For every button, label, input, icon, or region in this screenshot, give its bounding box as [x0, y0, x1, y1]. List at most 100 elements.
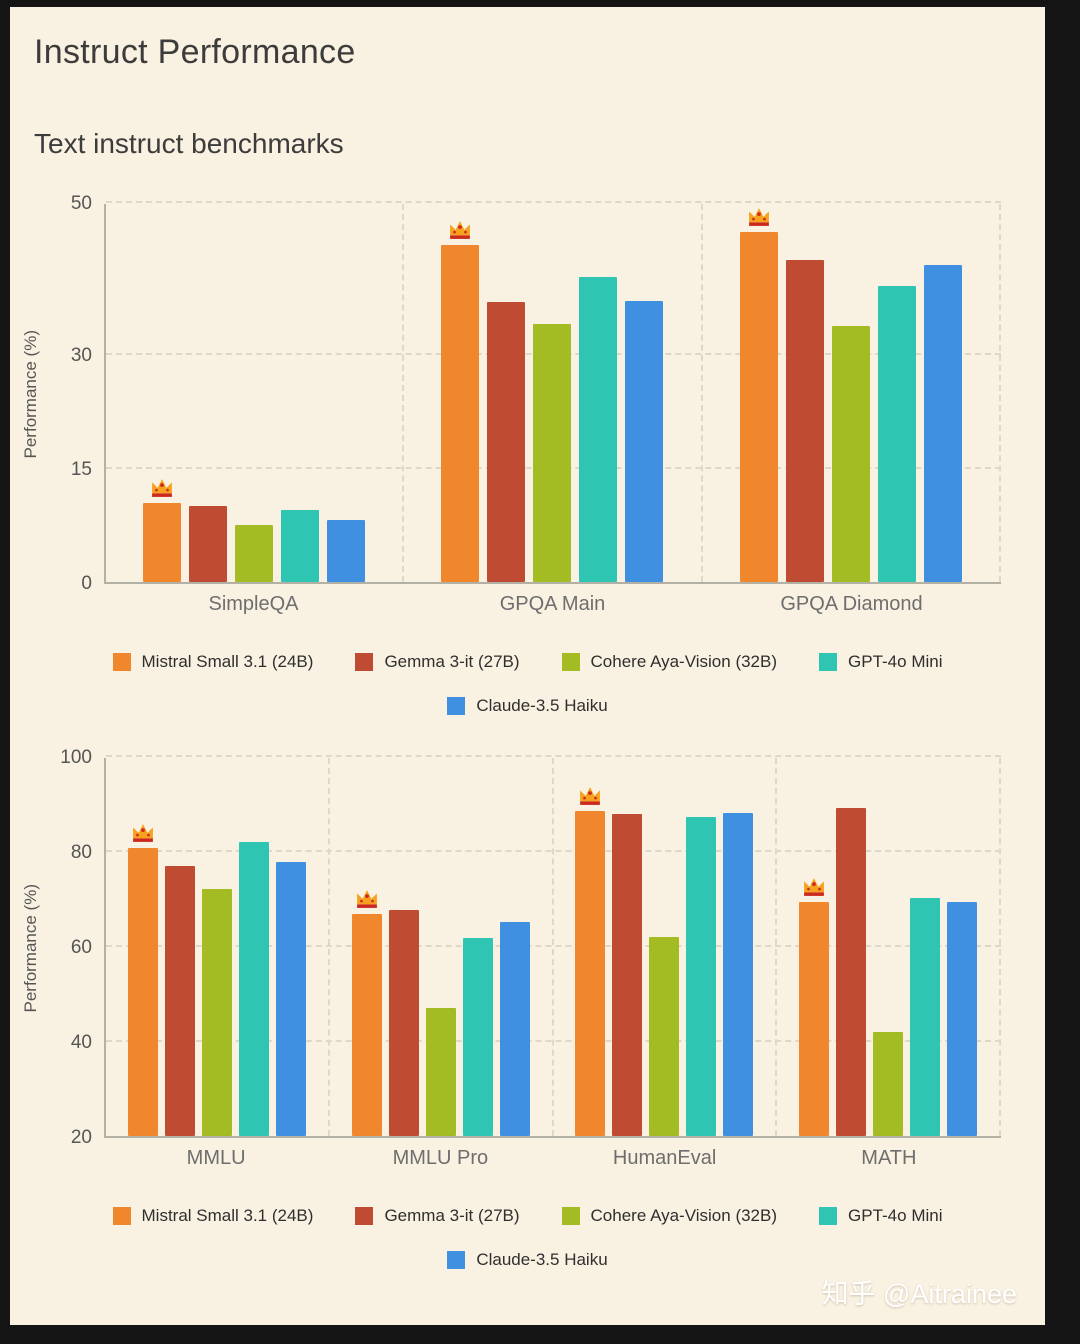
bar-group-math — [777, 758, 1001, 1136]
gridline — [106, 1040, 1001, 1042]
x-axis-label-math: MATH — [861, 1147, 917, 1169]
bar-humaneval-claude-3-5-haiku — [723, 812, 754, 1136]
page-subtitle: Text instruct benchmarks — [34, 128, 344, 159]
bar-mmlu-pro-cohere-aya-vision-32b — [425, 1007, 456, 1136]
bar-math-gpt-4o-mini — [910, 897, 941, 1136]
bar-gpqa-main-gemma-3-it-27b — [487, 302, 526, 582]
legend-label: Gemma 3-it (27B) — [384, 652, 520, 671]
legend-label: Mistral Small 3.1 (24B) — [141, 652, 314, 671]
gridline — [106, 850, 1001, 852]
legend-item-gemma-3-it-27b: Gemma 3-it (27B) — [355, 652, 520, 672]
crown-icon — [580, 787, 601, 806]
y-tick-label: 15 — [70, 459, 92, 480]
bar-simpleqa-mistral-small-3-1-24b — [143, 479, 182, 582]
y-tick-label: 40 — [70, 1032, 92, 1053]
legend-item-cohere-aya-vision-32b: Cohere Aya-Vision (32B) — [561, 1206, 778, 1226]
legend-item-claude-3-5-haiku: Claude-3.5 Haiku — [447, 696, 608, 716]
legend-label: Claude-3.5 Haiku — [476, 1250, 608, 1269]
legend-row: Claude-3.5 Haiku — [10, 1250, 1045, 1270]
x-axis-label-mmlu: MMLU — [186, 1147, 246, 1169]
x-axis-label-gpqa-main: GPQA Main — [499, 593, 606, 615]
bar-gpqa-diamond-gpt-4o-mini — [877, 285, 916, 582]
bar-humaneval-cohere-aya-vision-32b — [649, 936, 680, 1136]
x-axis-label-gpqa-diamond: GPQA Diamond — [780, 593, 923, 615]
y-tick-label: 60 — [70, 937, 92, 958]
bar-simpleqa-gemma-3-it-27b — [189, 506, 228, 582]
crown-icon — [748, 208, 769, 227]
legend-item-gpt-4o-mini: GPT-4o Mini — [819, 1206, 943, 1226]
legend-swatch-icon — [819, 653, 838, 671]
bar-mmlu-pro-claude-3-5-haiku — [499, 922, 530, 1136]
bar-mmlu-mistral-small-3-1-24b — [127, 824, 158, 1136]
plot-area — [104, 755, 1001, 1138]
bar-mmlu-gemma-3-it-27b — [164, 865, 195, 1136]
bar-mmlu-cohere-aya-vision-32b — [201, 889, 232, 1136]
legend-item-cohere-aya-vision-32b: Cohere Aya-Vision (32B) — [561, 652, 778, 672]
legend-swatch-icon — [447, 697, 466, 715]
x-axis-label-simpleqa: SimpleQA — [208, 593, 299, 615]
bar-group-mmlu — [106, 758, 330, 1136]
y-tick-label: 0 — [81, 573, 92, 594]
bar-humaneval-mistral-small-3-1-24b — [575, 787, 606, 1136]
bar-group-humaneval — [554, 758, 778, 1136]
legend-item-mistral-small-3-1-24b: Mistral Small 3.1 (24B) — [112, 1206, 314, 1226]
gridline — [106, 945, 1001, 947]
bar-group-gpqa-diamond — [703, 204, 1001, 582]
bar-humaneval-gpt-4o-mini — [686, 816, 717, 1136]
crown-icon — [132, 824, 153, 843]
y-tick-label: 20 — [70, 1127, 92, 1148]
legend-swatch-icon — [112, 653, 131, 671]
legend-item-claude-3-5-haiku: Claude-3.5 Haiku — [447, 1250, 608, 1270]
y-axis-ticks: 0 15 30 50 — [52, 194, 104, 594]
legend-swatch-icon — [355, 653, 374, 671]
bar-gpqa-diamond-gemma-3-it-27b — [785, 259, 824, 582]
legend-2: Mistral Small 3.1 (24B) Gemma 3-it (27B) C… — [10, 1206, 1045, 1270]
bar-mmlu-pro-gpt-4o-mini — [462, 937, 493, 1136]
bar-gpqa-diamond-claude-3-5-haiku — [923, 265, 962, 582]
x-axis-labels: MMLU MMLU Pro HumanEval MATH — [104, 1138, 1001, 1170]
plot-area — [104, 201, 1001, 584]
legend-swatch-icon — [112, 1207, 131, 1225]
y-axis-title-text: Performance (%) — [21, 329, 40, 459]
crown-icon — [356, 889, 377, 908]
bar-math-mistral-small-3-1-24b — [799, 877, 830, 1136]
bar-mmlu-gpt-4o-mini — [238, 841, 269, 1136]
bar-mmlu-claude-3-5-haiku — [275, 862, 306, 1136]
x-axis-label-mmlu-pro: MMLU Pro — [392, 1147, 489, 1169]
bar-group-simpleqa — [106, 204, 405, 582]
y-axis-ticks: 20 40 60 80 100 — [52, 748, 104, 1148]
bar-simpleqa-cohere-aya-vision-32b — [235, 525, 274, 582]
legend-swatch-icon — [447, 1251, 466, 1269]
y-axis-title-text: Performance (%) — [21, 883, 40, 1013]
bar-math-gemma-3-it-27b — [836, 808, 867, 1136]
bar-mmlu-pro-mistral-small-3-1-24b — [351, 889, 382, 1136]
y-tick-label: 50 — [70, 193, 92, 214]
legend-swatch-icon — [561, 653, 580, 671]
watermark: 知乎 @Aitrainee — [821, 1279, 1017, 1309]
y-tick-label: 80 — [70, 842, 92, 863]
bar-humaneval-gemma-3-it-27b — [612, 814, 643, 1136]
text-benchmarks-chart-2: Performance (%) 20 40 60 80 100 MMLU MMLU Pro… — [10, 748, 1045, 1170]
legend-label: GPT-4o Mini — [848, 652, 943, 671]
crown-icon — [152, 479, 173, 497]
y-tick-label: 100 — [60, 747, 92, 768]
x-axis-labels: SimpleQA GPQA Main GPQA Diamond — [104, 584, 1001, 616]
bar-gpqa-main-cohere-aya-vision-32b — [533, 323, 572, 582]
content-card: Instruct Performance Text instruct bench… — [10, 7, 1045, 1325]
legend-label: Gemma 3-it (27B) — [384, 1206, 520, 1225]
y-axis-title: Performance (%) — [10, 758, 52, 1138]
crown-icon — [804, 877, 825, 896]
bar-gpqa-diamond-cohere-aya-vision-32b — [831, 325, 870, 582]
bar-group-mmlu-pro — [330, 758, 554, 1136]
legend-item-gpt-4o-mini: GPT-4o Mini — [819, 652, 943, 672]
gridline — [106, 755, 1001, 757]
legend-label: Cohere Aya-Vision (32B) — [590, 652, 778, 671]
bar-mmlu-pro-gemma-3-it-27b — [388, 910, 419, 1136]
page-title: Instruct Performance — [34, 33, 356, 71]
legend-label: Mistral Small 3.1 (24B) — [141, 1206, 314, 1225]
legend-swatch-icon — [561, 1207, 580, 1225]
legend-item-mistral-small-3-1-24b: Mistral Small 3.1 (24B) — [112, 652, 314, 672]
x-axis-label-humaneval: HumanEval — [612, 1147, 717, 1169]
legend-row: Mistral Small 3.1 (24B) Gemma 3-it (27B) C… — [10, 652, 1045, 672]
legend-label: Cohere Aya-Vision (32B) — [590, 1206, 778, 1225]
